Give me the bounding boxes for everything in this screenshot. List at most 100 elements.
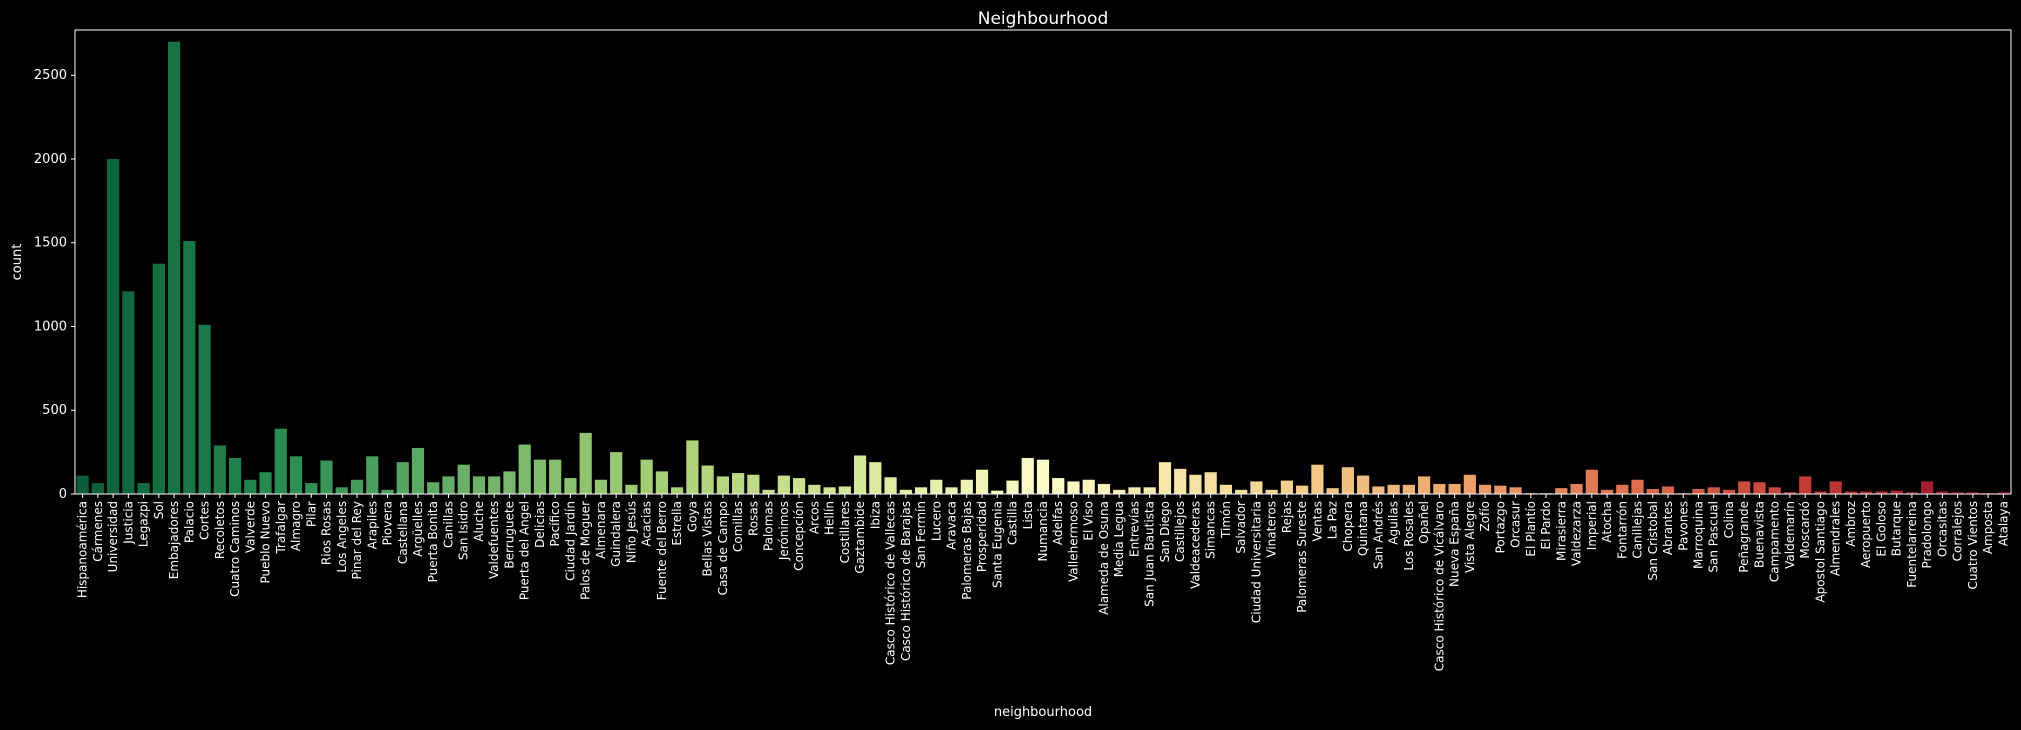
bar bbox=[625, 484, 638, 494]
bar bbox=[549, 459, 562, 494]
bar bbox=[1951, 492, 1964, 494]
bar bbox=[1296, 485, 1309, 494]
x-tick-label: Portazgo bbox=[1493, 501, 1507, 553]
x-tick-label: Guindalera bbox=[609, 501, 623, 567]
bar bbox=[335, 487, 348, 494]
x-tick-label: La Paz bbox=[1326, 501, 1340, 539]
x-tick-label: Imperial bbox=[1585, 501, 1599, 550]
bar bbox=[1265, 489, 1278, 494]
bar bbox=[1570, 483, 1583, 494]
bar bbox=[975, 469, 989, 494]
x-tick-label: Embajadores bbox=[167, 501, 181, 579]
x-tick-label: Palacio bbox=[182, 501, 196, 543]
x-tick-label: Ibiza bbox=[868, 501, 882, 529]
bar bbox=[289, 456, 303, 494]
x-tick-label: Universidad bbox=[106, 501, 120, 572]
bar bbox=[107, 158, 120, 495]
bar bbox=[1463, 474, 1476, 494]
x-tick-label: Cuatro Caminos bbox=[228, 501, 242, 597]
bar bbox=[488, 476, 501, 494]
x-tick-label: Ventas bbox=[1310, 501, 1324, 542]
bar bbox=[274, 428, 287, 494]
y-axis: 0 500 1000 1500 2000 2500 bbox=[34, 68, 75, 502]
x-tick-label: Cortes bbox=[198, 501, 212, 540]
x-tick-label: Vallehermoso bbox=[1066, 501, 1080, 582]
x-tick-label: Butarque bbox=[1890, 501, 1904, 556]
bar bbox=[1707, 487, 1720, 494]
bar bbox=[1936, 491, 1949, 494]
x-tick-label: El Viso bbox=[1082, 501, 1096, 541]
bar bbox=[472, 476, 486, 494]
x-tick-label: Castilla bbox=[1006, 501, 1020, 545]
x-tick-label: Campamento bbox=[1768, 501, 1782, 582]
bar bbox=[366, 456, 379, 494]
bar bbox=[167, 41, 181, 494]
x-tick-label: El Goloso bbox=[1874, 501, 1888, 557]
bar bbox=[1966, 492, 1979, 494]
bar bbox=[137, 483, 150, 494]
x-tick-label: Recoletos bbox=[213, 501, 227, 559]
x-tick-label: El Plantío bbox=[1524, 501, 1538, 557]
bar bbox=[838, 486, 851, 494]
x-tick-label: Hellín bbox=[823, 501, 837, 535]
bar bbox=[1509, 487, 1522, 494]
bar bbox=[1433, 483, 1446, 494]
x-tick-label: Pinar del Rey bbox=[350, 501, 364, 579]
bar bbox=[579, 432, 592, 494]
bar bbox=[1021, 457, 1034, 494]
x-tick-label: Trafalgar bbox=[274, 501, 288, 555]
bar bbox=[244, 479, 257, 494]
x-tick-label: Valdemarín bbox=[1783, 501, 1797, 569]
x-tick-label: Niño Jesús bbox=[624, 501, 638, 563]
x-tick-label: Chopera bbox=[1341, 501, 1355, 552]
x-tick-label: Media Legua bbox=[1112, 501, 1126, 577]
bar bbox=[1494, 485, 1507, 494]
x-tick-label: Sol bbox=[152, 501, 166, 519]
x-tick-label: Opañel bbox=[1417, 501, 1431, 544]
bar bbox=[1067, 481, 1080, 494]
x-tick-label: Pueblo Nuevo bbox=[259, 501, 273, 584]
x-tick-label: Ciudad Jardín bbox=[563, 501, 577, 581]
x-tick-label: Moscardó bbox=[1798, 501, 1812, 559]
x-tick-label: Fuentelarreina bbox=[1905, 501, 1919, 588]
x-tick-label: San Juan Bautista bbox=[1143, 501, 1157, 607]
bar bbox=[1357, 475, 1370, 494]
x-tick-label: Palos de Moguer bbox=[579, 501, 593, 600]
x-tick-label: Bellas Vistas bbox=[701, 501, 715, 577]
bar bbox=[899, 489, 912, 494]
x-tick-label: Timón bbox=[1219, 501, 1233, 539]
bar bbox=[716, 476, 729, 494]
bar bbox=[1722, 489, 1736, 494]
bar bbox=[91, 483, 104, 494]
x-tick-label: Adelfas bbox=[1051, 501, 1065, 545]
x-tick-label: Castellana bbox=[396, 501, 410, 564]
bar bbox=[427, 482, 440, 494]
plot-frame bbox=[74, 29, 2012, 495]
bar bbox=[1478, 484, 1492, 494]
bar bbox=[442, 476, 455, 494]
y-tick-label: 500 bbox=[42, 403, 67, 418]
x-tick-label: Estrella bbox=[670, 501, 684, 546]
y-tick-label: 1500 bbox=[34, 236, 67, 251]
bar bbox=[884, 477, 897, 494]
bar bbox=[1600, 489, 1614, 494]
bar bbox=[869, 462, 882, 494]
x-tick-label: Arcos bbox=[807, 501, 821, 534]
bar bbox=[1997, 492, 2010, 494]
bar bbox=[1326, 488, 1339, 494]
bar bbox=[76, 475, 89, 494]
x-tick-label: Pacífico bbox=[548, 501, 562, 546]
bar bbox=[1616, 484, 1629, 494]
x-tick-label: Atocha bbox=[1600, 501, 1614, 543]
x-tick-label: Acacias bbox=[640, 501, 654, 547]
x-tick-label: Palomas bbox=[762, 501, 776, 551]
x-tick-label: Rosas bbox=[746, 501, 760, 536]
bar bbox=[533, 459, 547, 494]
bar bbox=[1113, 489, 1126, 494]
x-tick-label: Amposta bbox=[1981, 501, 1995, 554]
bar bbox=[732, 473, 745, 494]
bar bbox=[152, 263, 165, 494]
bar bbox=[594, 479, 608, 494]
